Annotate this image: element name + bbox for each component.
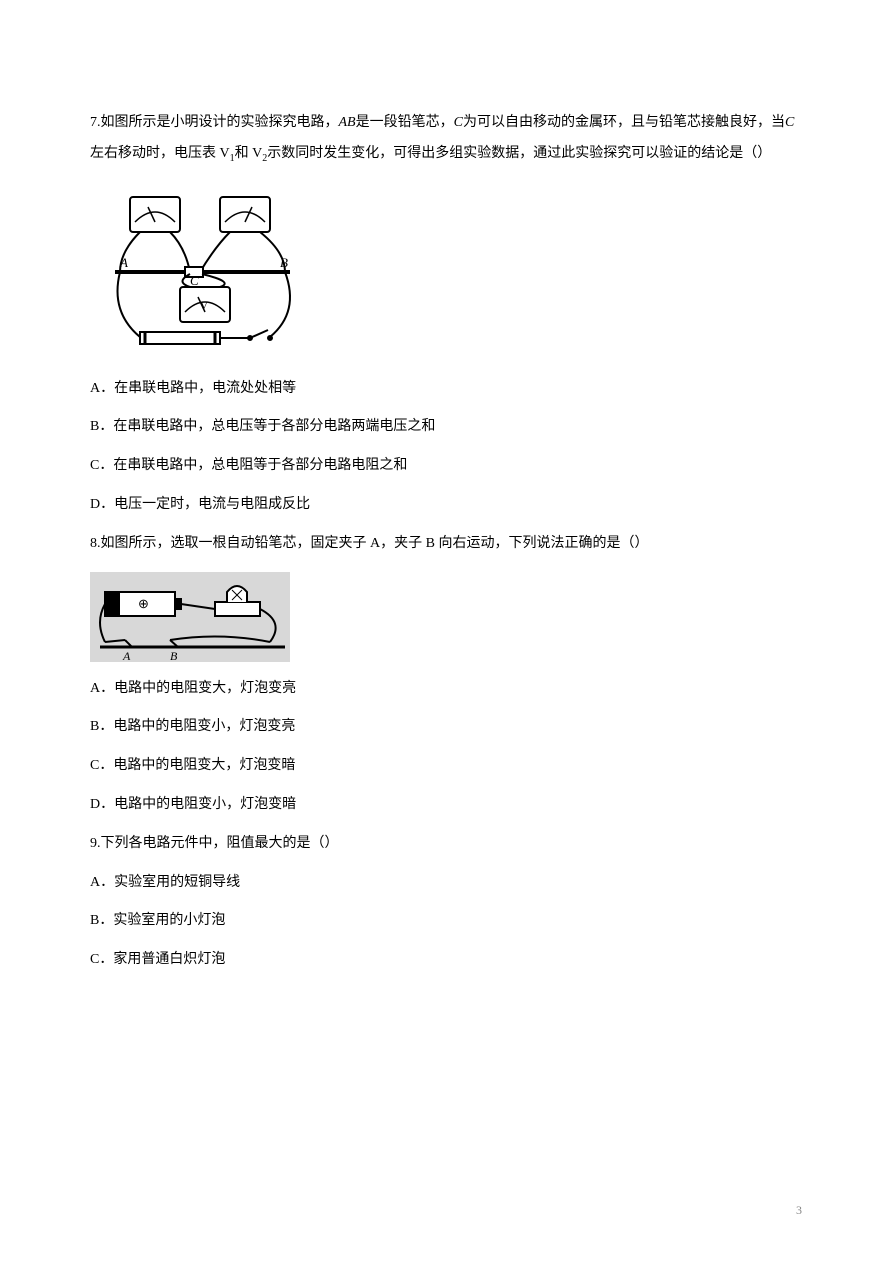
q9-text: 9.下列各电路元件中，阻值最大的是（） xyxy=(90,829,802,860)
q7-ab: AB xyxy=(339,115,356,130)
q8-option-a: A．电路中的电阻变大，灯泡变亮 xyxy=(90,674,802,705)
q9-option-b: B．实验室用的小灯泡 xyxy=(90,906,802,937)
q7-option-d: D．电压一定时，电流与电阻成反比 xyxy=(90,490,802,521)
q8-plus: ⊕ xyxy=(138,596,149,611)
q7-c: C xyxy=(454,115,463,130)
q7-label-b: B xyxy=(280,255,288,270)
q7-text: 7.如图所示是小明设计的实验探究电路，AB是一段铅笔芯，C为可以自由移动的金属环… xyxy=(90,108,802,170)
q7-t2b: 左右移动时，电压表 V xyxy=(90,146,230,161)
q7-option-a: A．在串联电路中，电流处处相等 xyxy=(90,374,802,405)
q7-option-c: C．在串联电路中，总电阻等于各部分电路电阻之和 xyxy=(90,451,802,482)
q7-t1b: 是一段铅笔芯， xyxy=(356,115,454,130)
q8-label-b: B xyxy=(170,649,178,662)
page-number: 3 xyxy=(796,1197,802,1223)
q7-t2d: 示数同时发生变化，可得出多组实验数据，通过 xyxy=(267,146,561,161)
q8-text: 8.如图所示，选取一根自动铅笔芯，固定夹子 A，夹子 B 向右运动，下列说法正确… xyxy=(90,529,802,560)
q7-t3: 此实验探究可以验证的结论是（） xyxy=(561,146,771,161)
q7-label-a: A xyxy=(119,255,128,270)
q9-option-c: C．家用普通白炽灯泡 xyxy=(90,945,802,976)
q8-option-d: D．电路中的电阻变小，灯泡变暗 xyxy=(90,790,802,821)
q7-option-b: B．在串联电路中，总电压等于各部分电路两端电压之和 xyxy=(90,412,802,443)
q8-circuit-diagram: ⊕ A B xyxy=(90,572,290,662)
q9-option-a: A．实验室用的短铜导线 xyxy=(90,868,802,899)
q7-t2a: 笔芯接触良好，当 xyxy=(673,115,785,130)
q8-option-c: C．电路中的电阻变大，灯泡变暗 xyxy=(90,751,802,782)
q7-t1: 7.如图所示是小明设计的实验探究电路， xyxy=(90,115,339,130)
q8-option-b: B．电路中的电阻变小，灯泡变亮 xyxy=(90,712,802,743)
q8-label-a: A xyxy=(122,649,131,662)
q7-t1c: 为可以自由移动的金属环，且与铅 xyxy=(463,115,673,130)
q7-t2c: 和 V xyxy=(235,146,263,161)
q7-c2: C xyxy=(785,115,794,130)
q7-label-c: C xyxy=(190,273,199,288)
q7-label-v: V xyxy=(200,300,208,312)
q7-circuit-diagram: A C B V xyxy=(90,182,320,362)
